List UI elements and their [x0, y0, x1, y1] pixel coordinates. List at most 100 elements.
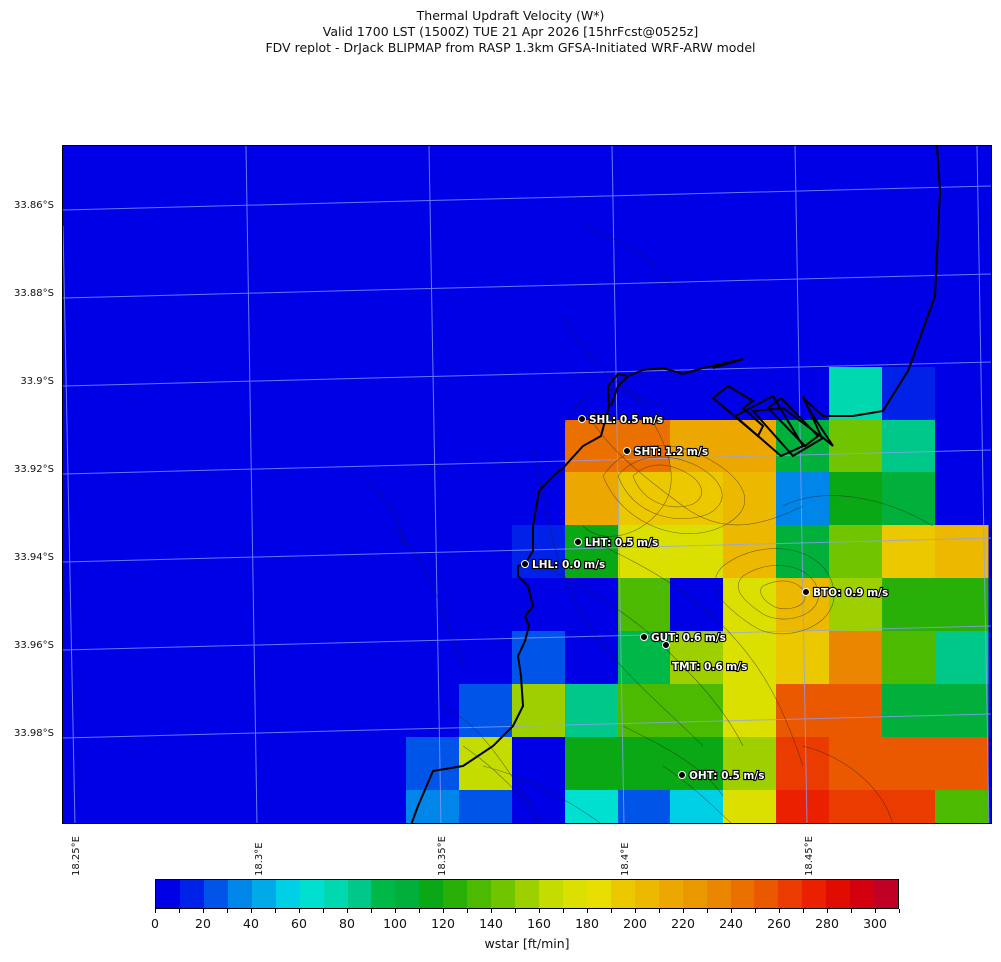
heatmap-cell [935, 684, 989, 738]
heatmap-cell [565, 578, 619, 632]
heatmap-cell [776, 684, 830, 738]
heatmap-cell [618, 525, 671, 579]
colorbar-tick [443, 909, 444, 913]
y-axis-label: 33.9°S [20, 376, 54, 387]
colorbar-tick [467, 909, 468, 913]
heatmap-cell [829, 684, 883, 738]
station-bto[interactable]: BTO: 0.9 m/s [802, 586, 889, 600]
y-axis-label: 33.98°S [14, 728, 54, 739]
colorbar-tick [683, 909, 684, 913]
colorbar-tick-label: 80 [339, 916, 355, 931]
colorbar-tick-label: 220 [671, 916, 695, 931]
heatmap-cell [406, 631, 460, 685]
heatmap-cell [406, 578, 460, 632]
station-label: GUT: 0.6 m/s [651, 632, 726, 644]
heatmap-cell [723, 472, 777, 526]
colorbar-tick [587, 909, 588, 913]
station-oht[interactable]: OHT: 0.5 m/s [678, 769, 766, 783]
colorbar-swatch [562, 880, 587, 908]
colorbar-label: wstar [ft/min] [484, 936, 570, 951]
colorbar-tick [179, 909, 180, 913]
heatmap-cell [618, 684, 671, 738]
colorbar-swatch [227, 880, 252, 908]
x-axis-label: 18.45°E [804, 836, 815, 876]
heatmap-cell [565, 684, 619, 738]
colorbar-tick [539, 909, 540, 913]
heatmap-cell [565, 472, 619, 526]
station-dot-icon [678, 771, 686, 779]
heatmap-cell [512, 578, 566, 632]
heatmap-cell [882, 737, 936, 791]
station-lht[interactable]: LHT: 0.5 m/s [574, 536, 659, 550]
station-lhl[interactable]: LHL: 0.0 m/s [521, 558, 606, 572]
colorbar-swatch [156, 880, 180, 908]
heatmap-cell [670, 420, 724, 473]
heatmap-cell [829, 525, 883, 579]
heatmap-cell [935, 472, 989, 526]
heatmap-cell [829, 472, 883, 526]
station-dot-icon [574, 538, 582, 546]
heatmap-cell [670, 631, 724, 685]
colorbar-swatch [179, 880, 204, 908]
colorbar-swatch [802, 880, 827, 908]
colorbar-tick [371, 909, 372, 913]
heatmap-cell [512, 737, 566, 791]
heatmap-cell [459, 420, 513, 473]
station-sht[interactable]: SHT: 1.2 m/s [623, 445, 709, 459]
colorbar-swatch [754, 880, 779, 908]
colorbar-swatch [778, 880, 803, 908]
station-shl[interactable]: SHL: 0.5 m/s [578, 413, 664, 427]
colorbar-tick [227, 909, 228, 913]
heatmap-cell [935, 367, 989, 421]
heatmap-cell [882, 472, 936, 526]
colorbar-swatch [682, 880, 707, 908]
terrain-contours [362, 225, 934, 823]
heatmap-cell [670, 367, 724, 421]
colorbar-tick [395, 909, 396, 913]
colorbar-tick-label: 280 [815, 916, 839, 931]
heatmap-cell [829, 737, 883, 791]
colorbar-tick-label: 120 [431, 916, 455, 931]
colorbar [155, 879, 899, 909]
colorbar-tick [347, 909, 348, 913]
colorbar-tick [323, 909, 324, 913]
map-plot-area: SHL: 0.5 m/s SHT: 1.2 m/s LHT: 0.5 m/s LHL:… [62, 145, 992, 824]
station-tmt[interactable]: TMT: 0.6 m/s [662, 641, 748, 674]
colorbar-swatch [251, 880, 276, 908]
heatmap-cell [512, 525, 566, 579]
heatmap-cell [882, 420, 936, 473]
colorbar-tick [659, 909, 660, 913]
colorbar-tick-label: 240 [719, 916, 743, 931]
heatmap-cell [935, 525, 989, 579]
heatmap-cell [776, 367, 830, 421]
heatmap-cell [512, 631, 566, 685]
heatmap-cell [882, 367, 936, 421]
colorbar-tick [875, 909, 876, 913]
heatmap-cell [882, 525, 936, 579]
colorbar-swatch [634, 880, 659, 908]
colorbar-tick [779, 909, 780, 913]
colorbar-swatch [395, 880, 420, 908]
x-axis-label: 18.35°E [437, 836, 448, 876]
heatmap-cell [829, 578, 883, 632]
colorbar-swatch [515, 880, 539, 908]
colorbar-swatch [443, 880, 468, 908]
colorbar-swatch [323, 880, 348, 908]
y-axis-label: 33.88°S [14, 288, 54, 299]
heatmap-cell [935, 790, 989, 823]
colorbar-tick-label: 40 [243, 916, 259, 931]
station-gut[interactable]: GUT: 0.6 m/s [640, 631, 727, 645]
x-axis-label: 18.3°E [254, 842, 265, 876]
heatmap-cell [618, 737, 671, 791]
heatmap-cell [723, 631, 777, 685]
heatmap-cells [406, 367, 989, 823]
station-label: SHL: 0.5 m/s [589, 414, 663, 426]
heatmap-cell [935, 578, 989, 632]
y-axis-label: 33.94°S [14, 552, 54, 563]
colorbar-swatch [874, 880, 899, 908]
colorbar-tick-label: 260 [767, 916, 791, 931]
station-label: TMT: 0.6 m/s [672, 661, 747, 673]
heatmap-cell [406, 737, 460, 791]
heatmap-cell [565, 367, 619, 421]
colorbar-swatch [203, 880, 228, 908]
